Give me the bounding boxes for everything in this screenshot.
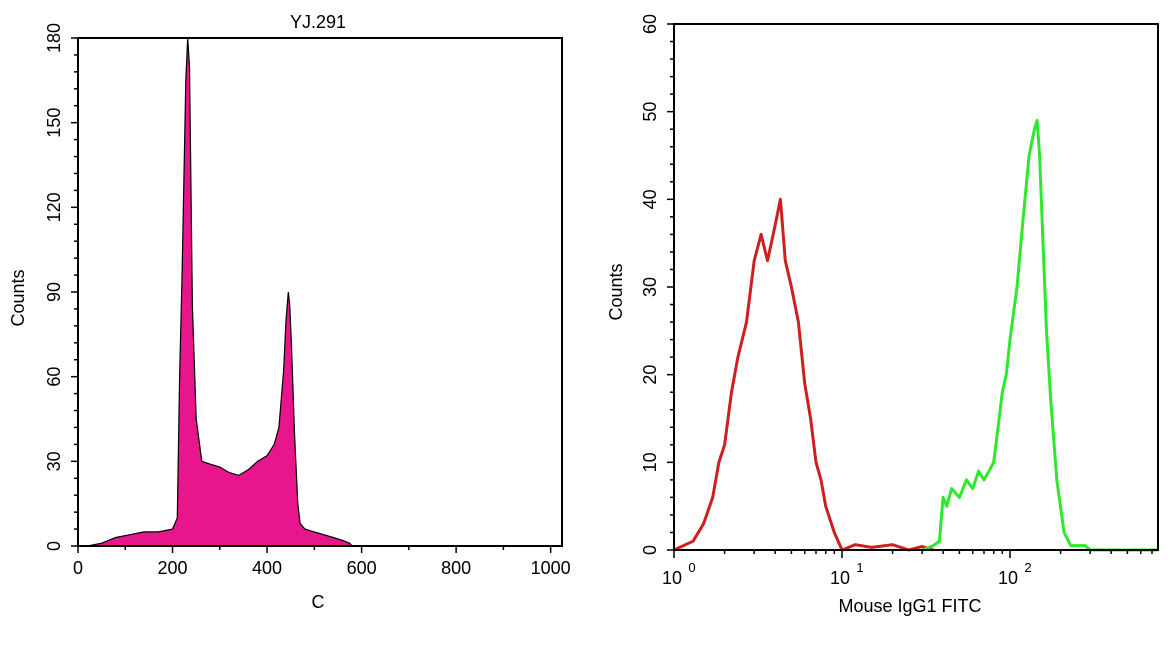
plot-frame (673, 23, 1159, 551)
y-tick-label: 10 (640, 452, 660, 472)
histogram-area (87, 37, 551, 547)
y-tick-label: 30 (640, 277, 660, 297)
y-axis-title: Counts (8, 269, 28, 326)
isotype-control-line (673, 197, 934, 552)
y-tick-label: 90 (44, 282, 64, 302)
y-axis-title: Counts (606, 263, 626, 320)
y-tick-label: 50 (640, 102, 660, 122)
x-tick-exponent: 2 (1024, 560, 1031, 575)
y-tick-label: 150 (44, 108, 64, 138)
stained-sample-line (921, 118, 1158, 552)
y-tick-label: 20 (640, 365, 660, 385)
plot-frame (77, 37, 563, 547)
x-tick-label: 600 (347, 558, 377, 578)
cell-cycle-histogram: YJ.291 0 200 400 600 800 1000 0 30 60 90 120 150 180… (8, 12, 571, 612)
histogram-marks (87, 37, 551, 547)
x-tick-label: 400 (252, 558, 282, 578)
axes: 0 200 400 600 800 1000 0 30 60 90 120 150 180 (44, 23, 571, 578)
y-tick-label: 120 (44, 192, 64, 222)
x-tick-exponent: 1 (856, 560, 863, 575)
x-tick-label: 10 (998, 568, 1018, 588)
y-tick-label: 60 (44, 367, 64, 387)
x-tick-label: 1000 (531, 558, 571, 578)
y-tick-label: 0 (44, 541, 64, 551)
y-tick-label: 40 (640, 189, 660, 209)
overlay-marks (673, 118, 1158, 552)
chart-title: YJ.291 (290, 12, 346, 32)
x-tick-exponent: 0 (688, 560, 695, 575)
x-axis-title: Mouse IgG1 FITC (838, 596, 981, 616)
x-tick-label: 200 (158, 558, 188, 578)
x-tick-label: 800 (441, 558, 471, 578)
y-tick-label: 0 (640, 545, 660, 555)
x-axis-title: C (312, 592, 325, 612)
y-tick-label: 180 (44, 23, 64, 53)
x-tick-label: 10 (830, 568, 850, 588)
y-tick-label: 60 (640, 14, 660, 34)
x-tick-label: 10 (662, 568, 682, 588)
x-tick-label: 0 (73, 558, 83, 578)
y-tick-label: 30 (44, 451, 64, 471)
